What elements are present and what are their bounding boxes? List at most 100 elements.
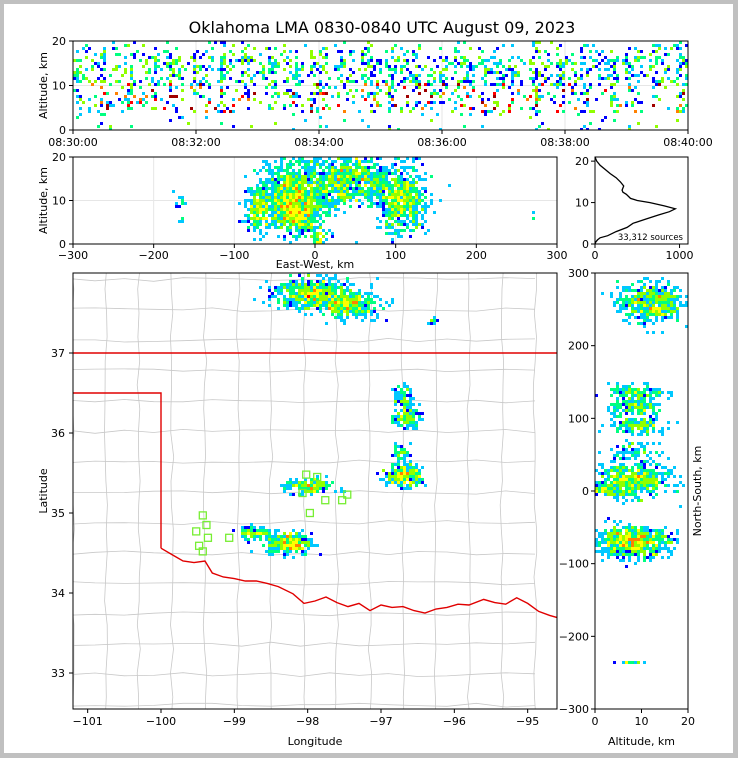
density-cell xyxy=(412,169,415,172)
density-cell xyxy=(652,313,655,316)
density-cell xyxy=(415,481,418,484)
density-cell xyxy=(649,469,652,472)
density-cell xyxy=(322,211,325,214)
density-cell xyxy=(172,74,175,77)
density-cell xyxy=(412,59,415,62)
density-cell xyxy=(592,65,595,68)
density-cell xyxy=(277,151,280,154)
density-cell xyxy=(298,547,301,550)
density-cell xyxy=(181,220,184,223)
density-cell xyxy=(292,128,295,130)
density-cell xyxy=(580,56,583,59)
density-cell xyxy=(625,481,628,484)
density-cell xyxy=(616,388,619,391)
density-cell xyxy=(625,71,628,74)
density-cell xyxy=(280,53,283,56)
density-cell xyxy=(541,83,544,86)
density-cell xyxy=(400,80,403,83)
density-cell xyxy=(325,274,328,277)
density-cell xyxy=(208,41,211,44)
density-cell xyxy=(562,101,565,104)
density-cell xyxy=(277,214,280,217)
density-cell xyxy=(655,310,658,313)
density-cell xyxy=(355,292,358,295)
density-cell xyxy=(631,301,634,304)
density-cell xyxy=(325,298,328,301)
density-cell xyxy=(340,181,343,184)
density-cell xyxy=(178,74,181,77)
density-cell xyxy=(370,175,373,178)
density-cell xyxy=(397,187,400,190)
density-cell xyxy=(619,310,622,313)
density-cell xyxy=(610,448,613,451)
density-cell xyxy=(406,157,409,160)
density-cell xyxy=(319,553,322,556)
density-cell xyxy=(205,80,208,83)
density-cell xyxy=(340,295,343,298)
density-cell xyxy=(607,478,610,481)
density-cell xyxy=(313,544,316,547)
density-cell xyxy=(250,205,253,208)
density-cell xyxy=(472,65,475,68)
density-cell xyxy=(313,232,316,235)
density-cell xyxy=(541,95,544,98)
density-cell xyxy=(328,77,331,80)
density-cell xyxy=(652,472,655,475)
density-cell xyxy=(403,469,406,472)
density-cell xyxy=(265,217,268,220)
density-cell xyxy=(385,59,388,62)
density-cell xyxy=(655,319,658,322)
density-cell xyxy=(628,481,631,484)
density-cell xyxy=(181,202,184,205)
density-cell xyxy=(274,80,277,83)
density-cell xyxy=(289,211,292,214)
x-tick-label: −100 xyxy=(219,249,249,262)
density-cell xyxy=(352,313,355,316)
density-cell xyxy=(253,226,256,229)
density-cell xyxy=(439,74,442,77)
density-cell xyxy=(613,68,616,71)
density-cell xyxy=(415,205,418,208)
density-cell xyxy=(193,53,196,56)
density-cell xyxy=(349,196,352,199)
density-cell xyxy=(610,388,613,391)
density-cell xyxy=(388,478,391,481)
density-cell xyxy=(559,59,562,62)
density-cell xyxy=(391,301,394,304)
density-cell xyxy=(253,74,256,77)
density-cell xyxy=(406,166,409,169)
y-tick-label: 34 xyxy=(51,587,65,600)
density-cell xyxy=(637,481,640,484)
lma-station-marker xyxy=(305,508,315,518)
density-cell xyxy=(268,163,271,166)
density-cell xyxy=(418,178,421,181)
density-cell xyxy=(682,92,685,95)
county-line xyxy=(73,550,536,556)
density-cell xyxy=(328,202,331,205)
density-cell xyxy=(673,80,676,83)
density-cell xyxy=(325,484,328,487)
density-cell xyxy=(325,160,328,163)
density-cell xyxy=(295,160,298,163)
density-cell xyxy=(628,406,631,409)
density-cell xyxy=(100,122,103,125)
density-cell xyxy=(277,190,280,193)
density-cell xyxy=(652,421,655,424)
density-cell xyxy=(634,307,637,310)
density-cell xyxy=(397,223,400,226)
density-cell xyxy=(301,283,304,286)
density-cell xyxy=(271,178,274,181)
density-cell xyxy=(583,92,586,95)
density-cell xyxy=(406,181,409,184)
density-cell xyxy=(628,418,631,421)
density-cell xyxy=(352,59,355,62)
density-cell xyxy=(376,101,379,104)
density-cell xyxy=(679,41,682,44)
density-cell xyxy=(247,190,250,193)
density-cell xyxy=(616,80,619,83)
density-cell xyxy=(319,184,322,187)
density-cell xyxy=(250,208,253,211)
density-cell xyxy=(598,544,601,547)
